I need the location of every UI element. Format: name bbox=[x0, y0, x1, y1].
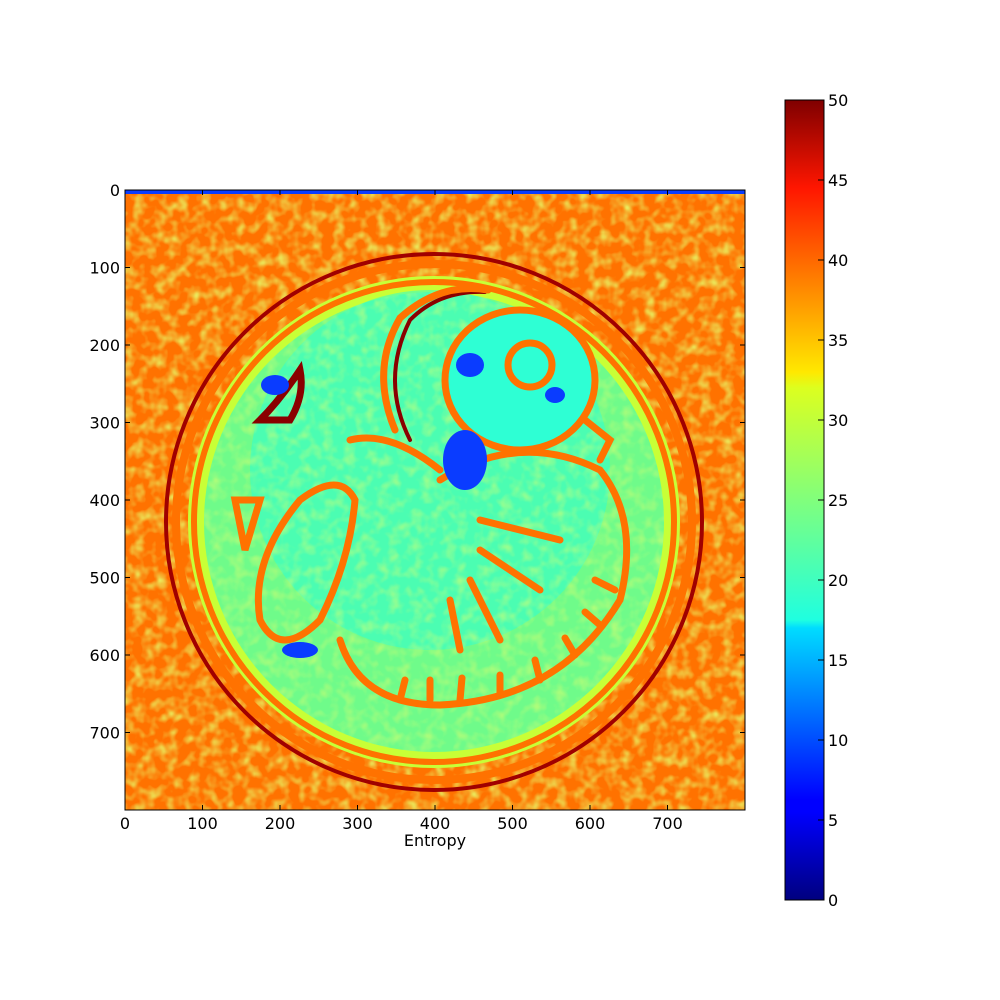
colorbar-tick-label: 30 bbox=[828, 411, 848, 430]
x-tick-label: 300 bbox=[342, 814, 373, 833]
entropy-heatmap bbox=[125, 190, 745, 810]
x-axis-label: Entropy bbox=[404, 831, 466, 850]
y-tick-label: 200 bbox=[89, 336, 120, 355]
colorbar-tick-label: 45 bbox=[828, 171, 848, 190]
x-tick-label: 600 bbox=[575, 814, 606, 833]
colorbar-tick-label: 5 bbox=[828, 811, 838, 830]
y-tick-label: 100 bbox=[89, 259, 120, 278]
colorbar-tick-label: 25 bbox=[828, 491, 848, 510]
colorbar-tick-label: 40 bbox=[828, 251, 848, 270]
y-tick-label: 600 bbox=[89, 646, 120, 665]
x-tick-label: 500 bbox=[497, 814, 528, 833]
y-tick-label: 400 bbox=[89, 491, 120, 510]
colorbar bbox=[784, 99, 825, 901]
y-tick-label: 300 bbox=[89, 414, 120, 433]
y-tick-label: 0 bbox=[110, 181, 120, 200]
x-axis: 0 100 200 300 400 500 600 700 bbox=[120, 190, 683, 833]
colorbar-tick-label: 35 bbox=[828, 331, 848, 350]
inner-ring bbox=[191, 279, 677, 765]
colorbar-tick-label: 50 bbox=[828, 91, 848, 110]
colorbar-tick-label: 20 bbox=[828, 571, 848, 590]
motif bbox=[230, 285, 631, 709]
colorbar-axis: 0 5 10 15 20 25 30 35 40 45 50 bbox=[818, 91, 848, 910]
colorbar-tick-label: 10 bbox=[828, 731, 848, 750]
colorbar-tick-label: 15 bbox=[828, 651, 848, 670]
y-tick-label: 700 bbox=[89, 724, 120, 743]
outer-ring bbox=[172, 260, 696, 784]
x-tick-label: 100 bbox=[187, 814, 218, 833]
y-axis: 0 100 200 300 400 500 600 700 bbox=[89, 181, 745, 743]
x-tick-label: 700 bbox=[652, 814, 683, 833]
colorbar-tick-label: 0 bbox=[828, 891, 838, 910]
outer-ring-dark bbox=[164, 252, 704, 792]
y-tick-label: 500 bbox=[89, 569, 120, 588]
x-tick-label: 200 bbox=[265, 814, 296, 833]
x-tick-label: 400 bbox=[420, 814, 451, 833]
low-entropy-spots bbox=[261, 353, 565, 658]
x-tick-label: 0 bbox=[120, 814, 130, 833]
